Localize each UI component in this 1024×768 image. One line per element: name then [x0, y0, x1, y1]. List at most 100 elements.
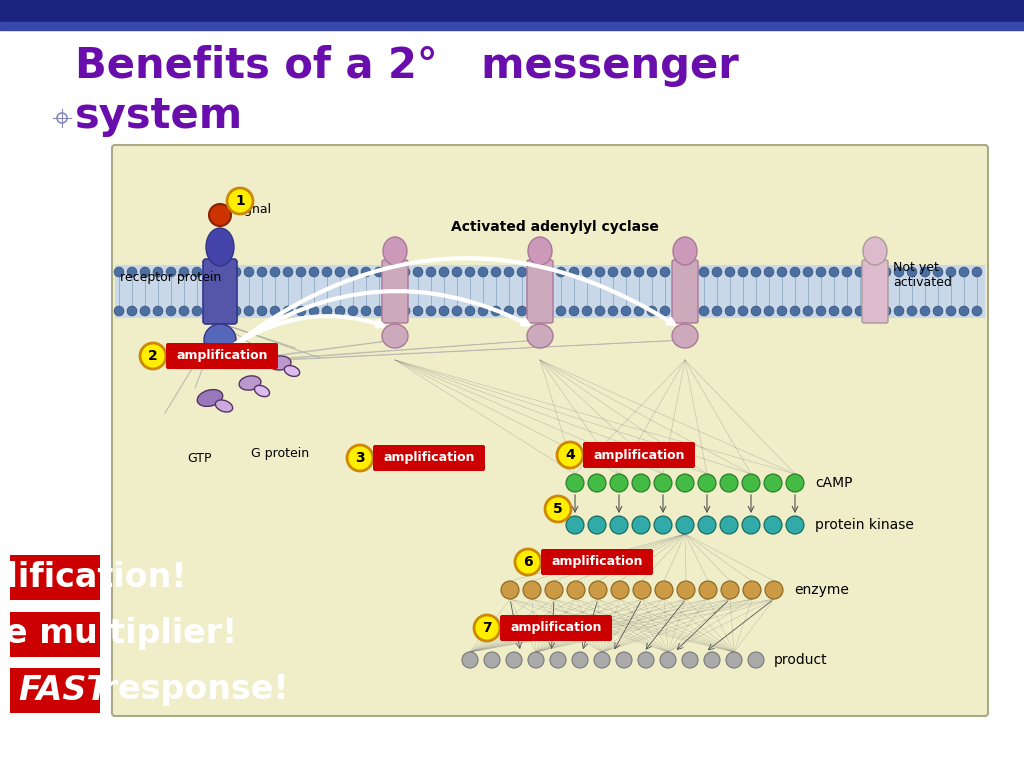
Circle shape — [726, 652, 742, 668]
Circle shape — [647, 267, 657, 277]
Circle shape — [660, 306, 670, 316]
Circle shape — [166, 306, 176, 316]
Circle shape — [972, 267, 982, 277]
Circle shape — [543, 267, 553, 277]
Circle shape — [572, 652, 588, 668]
Circle shape — [816, 306, 826, 316]
Circle shape — [676, 474, 694, 492]
Circle shape — [257, 267, 267, 277]
FancyBboxPatch shape — [862, 260, 888, 323]
Text: amplification: amplification — [593, 449, 685, 462]
Circle shape — [400, 267, 410, 277]
Text: amplification: amplification — [383, 452, 475, 465]
Text: receptor protein: receptor protein — [120, 270, 221, 283]
Circle shape — [699, 267, 709, 277]
Circle shape — [283, 267, 293, 277]
Circle shape — [894, 267, 904, 277]
Circle shape — [751, 267, 761, 277]
Circle shape — [140, 267, 150, 277]
Circle shape — [465, 267, 475, 277]
Circle shape — [114, 267, 124, 277]
Circle shape — [153, 267, 163, 277]
FancyBboxPatch shape — [527, 260, 553, 323]
Ellipse shape — [382, 324, 408, 348]
Circle shape — [907, 306, 918, 316]
Text: GTP: GTP — [187, 452, 212, 465]
Circle shape — [361, 267, 371, 277]
Text: 3: 3 — [355, 451, 365, 465]
Text: Activated adenylyl cyclase: Activated adenylyl cyclase — [451, 220, 658, 234]
Circle shape — [621, 306, 631, 316]
Ellipse shape — [383, 237, 407, 265]
Circle shape — [765, 581, 783, 599]
Circle shape — [610, 474, 628, 492]
Circle shape — [647, 306, 657, 316]
Circle shape — [764, 516, 782, 534]
Circle shape — [528, 652, 544, 668]
Circle shape — [654, 474, 672, 492]
Circle shape — [594, 652, 610, 668]
Circle shape — [179, 267, 189, 277]
Ellipse shape — [528, 237, 552, 265]
Circle shape — [764, 306, 774, 316]
Circle shape — [608, 306, 618, 316]
Text: signal: signal — [234, 204, 271, 217]
Circle shape — [556, 306, 566, 316]
Circle shape — [777, 267, 787, 277]
Circle shape — [829, 306, 839, 316]
Circle shape — [786, 474, 804, 492]
Circle shape — [721, 581, 739, 599]
Circle shape — [218, 306, 228, 316]
Circle shape — [632, 516, 650, 534]
Circle shape — [387, 267, 397, 277]
Circle shape — [127, 267, 137, 277]
Circle shape — [166, 267, 176, 277]
Text: FAST: FAST — [18, 674, 110, 707]
Ellipse shape — [239, 376, 261, 390]
Circle shape — [608, 267, 618, 277]
Circle shape — [582, 267, 592, 277]
Circle shape — [764, 474, 782, 492]
FancyBboxPatch shape — [10, 555, 100, 600]
Circle shape — [699, 581, 717, 599]
Circle shape — [742, 474, 760, 492]
Circle shape — [439, 306, 449, 316]
Circle shape — [673, 306, 683, 316]
Ellipse shape — [206, 228, 234, 266]
Circle shape — [686, 267, 696, 277]
Circle shape — [462, 652, 478, 668]
Circle shape — [452, 267, 462, 277]
Circle shape — [660, 652, 676, 668]
Circle shape — [530, 267, 540, 277]
Circle shape — [348, 306, 358, 316]
Ellipse shape — [285, 366, 300, 376]
Circle shape — [465, 306, 475, 316]
Circle shape — [699, 306, 709, 316]
Circle shape — [632, 474, 650, 492]
Circle shape — [868, 306, 878, 316]
Circle shape — [114, 306, 124, 316]
FancyBboxPatch shape — [10, 612, 100, 657]
Circle shape — [515, 549, 541, 575]
Circle shape — [244, 306, 254, 316]
Circle shape — [803, 267, 813, 277]
Text: 2: 2 — [148, 349, 158, 363]
Circle shape — [588, 474, 606, 492]
Ellipse shape — [672, 324, 698, 348]
Text: amplification: amplification — [551, 555, 643, 568]
Circle shape — [633, 581, 651, 599]
Circle shape — [748, 652, 764, 668]
Circle shape — [140, 343, 166, 369]
Circle shape — [566, 474, 584, 492]
Circle shape — [209, 204, 231, 226]
Circle shape — [179, 306, 189, 316]
Circle shape — [400, 306, 410, 316]
Circle shape — [946, 267, 956, 277]
Circle shape — [621, 267, 631, 277]
Circle shape — [309, 267, 319, 277]
Text: Amplification!: Amplification! — [0, 561, 187, 594]
Circle shape — [231, 267, 241, 277]
Circle shape — [698, 474, 716, 492]
Circle shape — [682, 652, 698, 668]
Circle shape — [588, 516, 606, 534]
